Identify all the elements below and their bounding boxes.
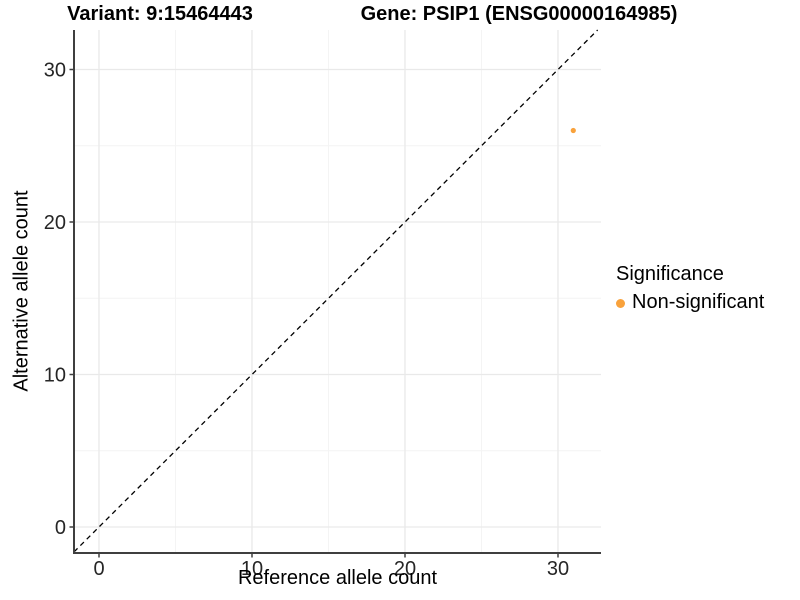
data-point [570,127,576,134]
x-tick-label: 30 [547,558,569,580]
x-tick-label: 0 [93,558,104,580]
legend-item-label: Non-significant [632,291,765,313]
x-tick-label: 20 [394,558,416,580]
legend-key-dot-icon [616,298,625,308]
y-tick-label: 0 [55,517,66,539]
y-axis-title: Alternative allele count [10,190,33,392]
legend-item-non-significant: Non-significant [614,291,764,314]
plot-title-variant: Variant: 9:15464443 [67,3,253,25]
legend: Significance Non-significant [614,263,764,314]
identity-line [73,29,599,553]
x-tick-label: 10 [241,558,263,580]
y-tick-label: 30 [44,60,66,82]
legend-title: Significance [616,263,724,285]
y-tick-label: 20 [44,212,66,234]
y-tick-label: 10 [44,365,66,387]
x-axis-title: Reference allele count [237,567,437,589]
plot-title-gene: Gene: PSIP1 (ENSG00000164985) [360,3,678,25]
